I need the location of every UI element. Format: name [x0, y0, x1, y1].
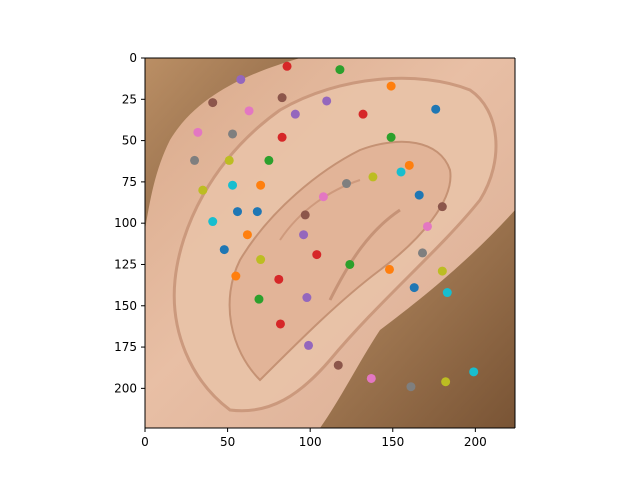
y-tick-label: 75 — [122, 175, 137, 189]
scatter-point — [228, 129, 238, 139]
scatter-point — [384, 264, 394, 274]
scatter-point — [275, 319, 285, 329]
scatter-point — [208, 98, 218, 108]
scatter-point — [437, 202, 447, 212]
scatter-point — [264, 155, 274, 165]
scatter-point — [335, 65, 345, 75]
scatter-point — [231, 271, 241, 281]
scatter-point — [409, 283, 419, 293]
scatter-point — [431, 104, 441, 114]
scatter-point — [244, 106, 254, 116]
scatter-point — [437, 266, 447, 276]
background-image — [145, 58, 515, 428]
scatter-point — [342, 179, 352, 189]
scatter-point — [469, 367, 479, 377]
scatter-point — [290, 109, 300, 119]
scatter-points — [190, 61, 479, 392]
scatter-point — [404, 160, 414, 170]
scatter-point — [302, 293, 312, 303]
scatter-point — [414, 190, 424, 200]
x-tick-label: 150 — [381, 435, 404, 449]
y-tick-label: 0 — [129, 51, 137, 65]
scatter-point — [299, 230, 309, 240]
y-tick-label: 100 — [114, 216, 137, 230]
scatter-point — [198, 185, 208, 195]
y-tick-label: 150 — [114, 299, 137, 313]
scatter-point — [242, 230, 252, 240]
scatter-point — [358, 109, 368, 119]
scatter-point — [318, 192, 328, 202]
scatter-point — [312, 250, 322, 260]
y-tick-label: 50 — [122, 134, 137, 148]
y-tick-label: 200 — [114, 381, 137, 395]
scatter-point — [256, 255, 266, 265]
scatter-point — [418, 248, 427, 258]
scatter-point — [366, 373, 376, 383]
x-tick-label: 50 — [220, 435, 235, 449]
scatter-point — [277, 132, 287, 142]
scatter-point — [442, 288, 452, 298]
scatter-point — [274, 274, 284, 284]
scatter-point — [190, 155, 200, 165]
scatter-point — [441, 377, 451, 387]
x-axis-ticks: 0 50 100 150 200 — [141, 428, 487, 449]
scatter-point — [233, 207, 242, 217]
scatter-point — [193, 127, 203, 137]
scatter-point — [345, 259, 355, 269]
scatter-point — [386, 81, 396, 91]
scatter-point — [252, 207, 262, 217]
scatter-point — [256, 180, 266, 190]
scatter-point — [219, 245, 229, 255]
y-axis-ticks: 0 25 50 75 100 125 150 175 200 — [114, 51, 145, 395]
y-tick-label: 125 — [114, 257, 137, 271]
scatter-point — [406, 382, 416, 392]
scatter-point — [422, 221, 432, 231]
y-tick-label: 175 — [114, 340, 137, 354]
scatter-point — [282, 61, 292, 71]
scatter-point — [208, 217, 218, 227]
axes-frame — [144, 57, 516, 429]
scatter-point — [277, 93, 287, 103]
x-tick-label: 0 — [141, 435, 149, 449]
scatter-point — [228, 180, 238, 190]
scatter-point — [224, 155, 234, 165]
scatter-point — [368, 172, 378, 182]
scatter-point — [304, 340, 314, 350]
x-tick-label: 200 — [464, 435, 487, 449]
scatter-point — [254, 294, 264, 304]
scatter-point — [386, 132, 396, 142]
scatter-point — [236, 74, 246, 84]
scatter-point — [396, 167, 406, 177]
scatter-point — [300, 210, 310, 220]
y-tick-label: 25 — [122, 92, 137, 106]
x-tick-label: 100 — [299, 435, 322, 449]
scatter-point — [333, 360, 343, 370]
scatter-point — [322, 96, 332, 106]
